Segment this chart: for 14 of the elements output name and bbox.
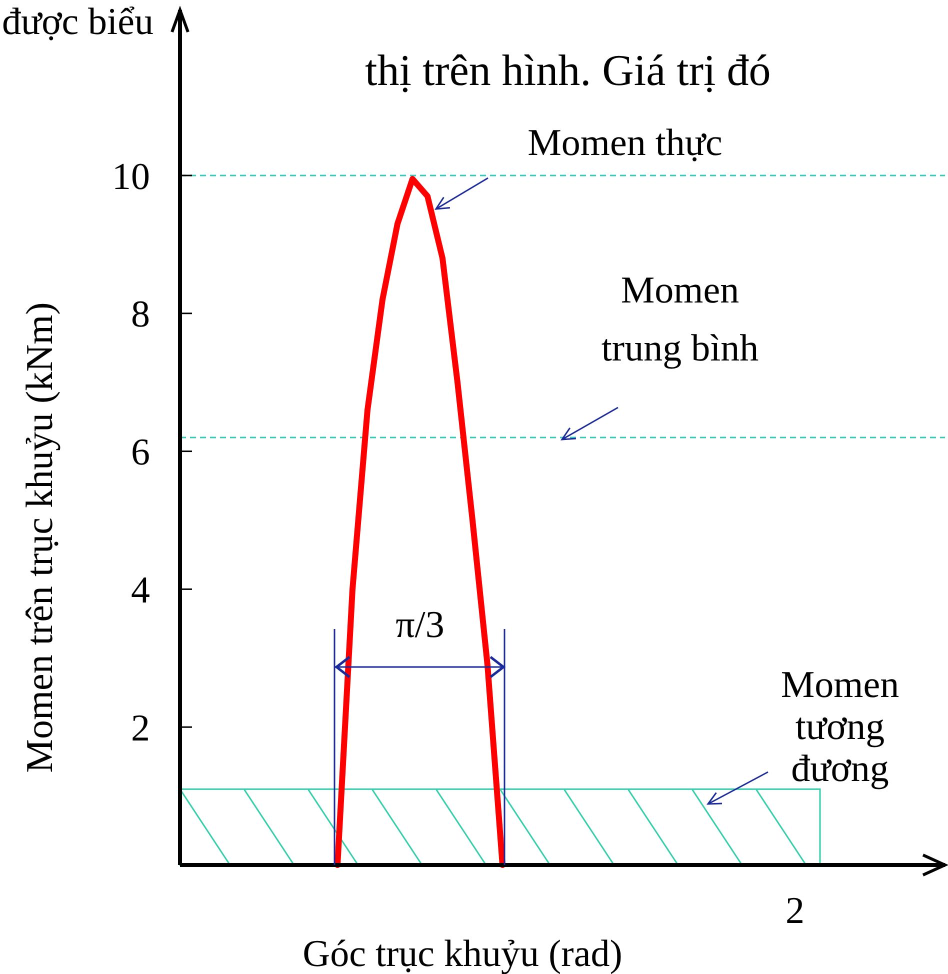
x-axis-title: Góc trục khuỷu (rad) [302,933,622,974]
y-tick-label: 6 [131,432,150,474]
y-tick-label: 2 [131,707,150,750]
y-axis-title: Momen trên trục khuỷu (kNm) [19,302,61,773]
annotation: Momen thực [528,122,722,164]
annotation: π/3 [396,604,444,646]
y-tick-label: 8 [131,294,150,336]
y-tick-label: 4 [131,569,150,612]
band-label: Momen tương đương [780,664,900,790]
y-tick-label: 10 [112,156,150,198]
annotation: thị trên hình. Giá trị đó [365,46,771,95]
ref-line-label: Momen trung bình [601,270,759,370]
text: được biểu [2,1,154,43]
text: 2 [786,890,804,932]
